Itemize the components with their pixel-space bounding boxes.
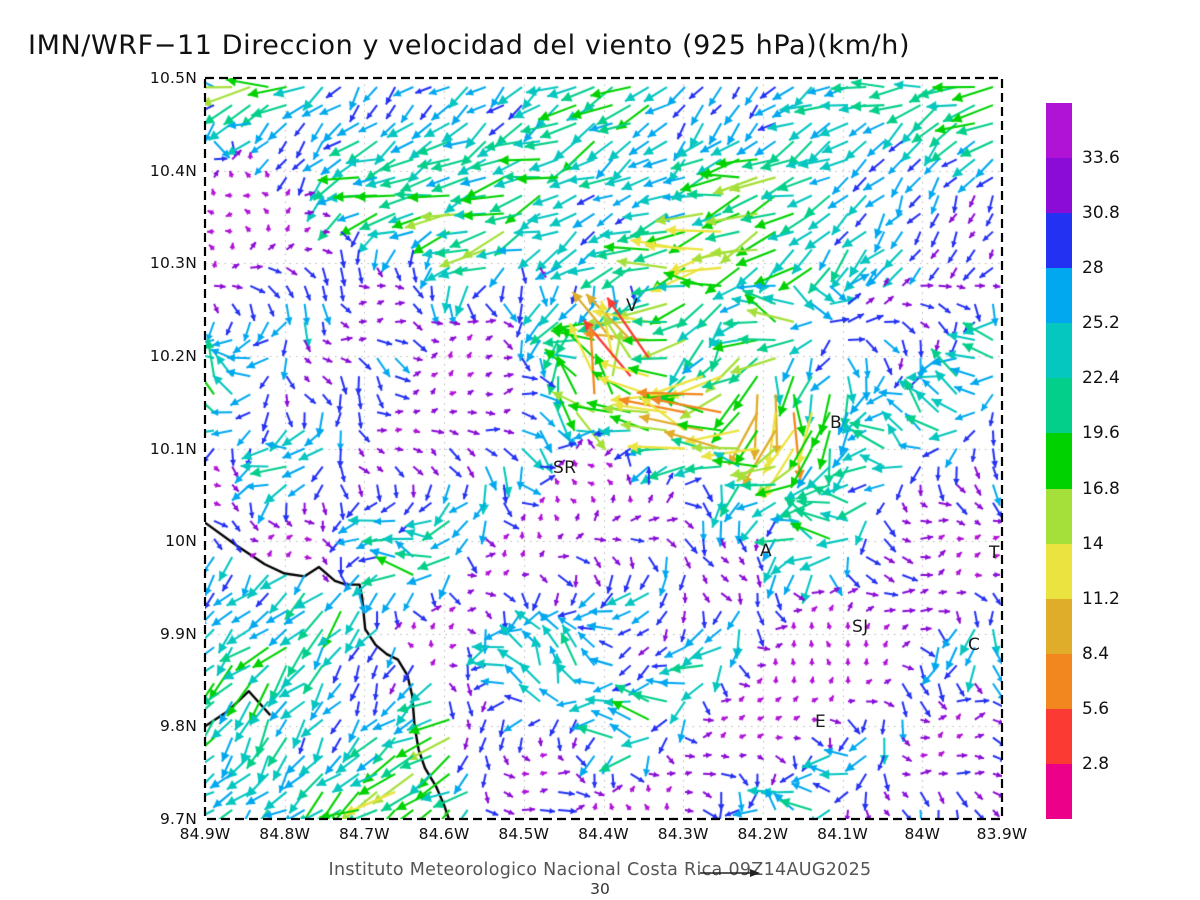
x-axis-tick-84-7W: 84.7W <box>338 825 390 843</box>
y-axis-tick-10N: 10N <box>165 532 197 551</box>
map-label-c: C <box>968 635 981 655</box>
colorbar-tick-19-6: 19.6 <box>1082 423 1120 444</box>
colorbar-band-3 <box>1046 268 1072 324</box>
colorbar-tick-11-2: 11.2 <box>1082 588 1120 609</box>
x-axis-tick-84-3W: 84.3W <box>657 825 709 843</box>
map-label-sr: SR <box>553 458 577 478</box>
map-label-t: T <box>989 543 1000 563</box>
x-axis-tick-84-9W: 84.9W <box>179 825 231 843</box>
chart-plot-area <box>203 76 1004 821</box>
colorbar-band-4 <box>1046 323 1072 379</box>
colorbar-band-10 <box>1046 653 1072 709</box>
colorbar-band-11 <box>1046 708 1072 764</box>
y-axis-tick-9-9N: 9.9N <box>159 624 197 643</box>
y-axis-tick-10-4N: 10.4N <box>149 161 197 180</box>
colorbar-band-9 <box>1046 598 1072 654</box>
x-axis-tick-84W: 84W <box>904 825 941 843</box>
colorbar-band-6 <box>1046 433 1072 489</box>
y-axis-tick-10-5N: 10.5N <box>149 69 197 87</box>
y-axis-tick-10-2N: 10.2N <box>149 346 197 365</box>
colorbar-band-0 <box>1046 103 1072 159</box>
page-title: IMN/WRF−11 Direccion y velocidad del vie… <box>28 30 911 61</box>
colorbar-tick-16-8: 16.8 <box>1082 478 1120 499</box>
colorbar-band-1 <box>1046 158 1072 214</box>
map-label-b: B <box>830 413 842 433</box>
colorbar-band-5 <box>1046 378 1072 434</box>
reference-vector-arrow <box>700 869 760 877</box>
x-axis-tick-84-5W: 84.5W <box>498 825 550 843</box>
footer-attribution: Instituto Meteorologico Nacional Costa R… <box>328 860 872 880</box>
x-axis-tick-83-9W: 83.9W <box>976 825 1028 843</box>
colorbar-tick-28: 28 <box>1082 258 1104 279</box>
colorbar-tick-5-6: 5.6 <box>1082 698 1110 719</box>
y-axis-tick-10-3N: 10.3N <box>149 254 197 273</box>
y-axis-tick-9-7N: 9.7N <box>159 810 197 828</box>
colorbar-band-2 <box>1046 213 1072 269</box>
plot-frame-border <box>203 76 1004 821</box>
x-axis-tick-84-4W: 84.4W <box>578 825 629 843</box>
x-axis-tick-84-1W: 84.1W <box>817 825 869 843</box>
x-axis-tick-84-2W: 84.2W <box>737 825 789 843</box>
colorbar-tick-2-8: 2.8 <box>1082 753 1110 774</box>
map-label-e: E <box>815 712 827 732</box>
colorbar-tick-8-4: 8.4 <box>1082 643 1110 664</box>
colorbar-band-8 <box>1046 543 1072 599</box>
x-axis-tick-84-8W: 84.8W <box>259 825 311 843</box>
colorbar-tick-22-4: 22.4 <box>1082 368 1120 389</box>
reference-vector-label: 30 <box>590 880 610 898</box>
map-label-a: A <box>760 541 772 561</box>
colorbar-band-7 <box>1046 488 1072 544</box>
map-label-sj: SJ <box>852 617 869 637</box>
map-label-v: V <box>626 296 638 316</box>
x-axis-tick-84-6W: 84.6W <box>418 825 470 843</box>
colorbar-tick-33-6: 33.6 <box>1082 148 1120 169</box>
colorbar-tick-14: 14 <box>1082 533 1104 554</box>
colorbar-band-12 <box>1046 763 1072 820</box>
colorbar-tick-30-8: 30.8 <box>1082 203 1120 224</box>
colorbar-tick-25-2: 25.2 <box>1082 313 1120 334</box>
wind-vector-field <box>205 78 1002 819</box>
y-axis-tick-9-8N: 9.8N <box>159 717 197 736</box>
colorbar <box>1046 103 1072 820</box>
y-axis-tick-10-1N: 10.1N <box>149 439 197 458</box>
